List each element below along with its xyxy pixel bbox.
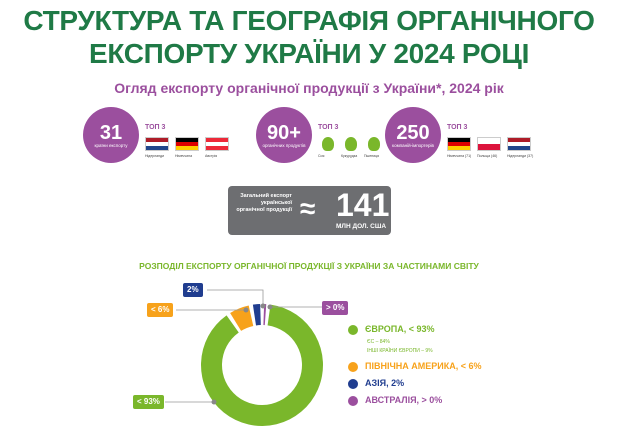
leader-dot <box>260 303 266 309</box>
legend-dot <box>348 378 358 389</box>
leader-dot <box>267 304 273 310</box>
top3-item-label: Кукурудза <box>341 154 358 158</box>
stat-circle: 90+ органічних продуктів <box>256 107 312 163</box>
legend-north-america: ПІВНІЧНА АМЕРИКА, < 6% <box>348 361 482 372</box>
top3-label: ТОП 3 <box>447 124 468 131</box>
donut-chart <box>165 289 323 426</box>
page-subtitle: Огляд експорту органічної продукції з Ук… <box>114 80 504 96</box>
leader-line <box>207 289 264 306</box>
flag-poland-icon <box>477 137 501 151</box>
legend-asia: АЗІЯ, 2% <box>348 378 404 389</box>
flag-germany-icon <box>175 137 199 151</box>
leaf-icon <box>345 137 357 151</box>
stat-circle: 250 компаній-імпортерів <box>385 107 441 163</box>
top3-item-label: Австрія <box>205 154 218 158</box>
legend-dot <box>348 395 358 406</box>
legend-label: АВСТРАЛІЯ, > 0% <box>365 395 443 405</box>
flag-netherlands-icon <box>507 137 531 151</box>
legend-label: ПІВНІЧНА АМЕРИКА, < 6% <box>365 361 482 371</box>
top3-label: ТОП 3 <box>145 124 166 131</box>
top3-item-label: Соя <box>318 154 325 158</box>
legend-other-europe: ІНШІ КРАЇНИ ЄВРОПИ – 9% <box>367 348 433 354</box>
chart-title: РОЗПОДІЛ ЕКСПОРТУ ОРГАНІЧНОЇ ПРОДУКЦІЇ З… <box>139 261 479 271</box>
legend-europe: ЄВРОПА, < 93% <box>348 324 435 335</box>
leader-dot <box>243 307 249 313</box>
leaf-icon <box>368 137 380 151</box>
stat-label: органічних продуктів <box>262 142 306 148</box>
segment-europe <box>200 304 323 426</box>
legend-dot <box>348 361 358 372</box>
top3-item-label: Німеччина <box>175 154 193 158</box>
stat-circle: 31 країни експорту <box>83 107 139 163</box>
flag-netherlands-icon <box>145 137 169 151</box>
label-asia: 2% <box>183 283 203 297</box>
label-australia: > 0% <box>322 301 349 315</box>
flag-germany-icon <box>447 137 471 151</box>
leaf-icon <box>322 137 334 151</box>
label-europe: < 93% <box>133 395 164 409</box>
page-title-line1: СТРУКТУРА ТА ГЕОГРАФІЯ ОРГАНІЧНОГО <box>23 5 595 36</box>
leader-dot <box>211 399 217 405</box>
segment-asia <box>252 304 261 326</box>
top3-item-label: Нідерланди (37) <box>507 154 534 158</box>
total-export-box: Загальний експорт української органічної… <box>228 186 391 235</box>
total-label: Загальний експорт української органічної… <box>236 193 292 213</box>
stat-value: 90+ <box>267 121 301 144</box>
top3-item-label: Пшениця <box>364 154 380 158</box>
legend-dot <box>348 324 358 335</box>
stat-value: 31 <box>99 121 123 144</box>
page-title-line2: ЕКСПОРТУ УКРАЇНИ У 2024 РОЦІ <box>88 38 530 69</box>
segment-australia <box>263 304 267 326</box>
legend-eu: ЄС – 84% <box>367 339 390 345</box>
approx-sign: ≈ <box>300 193 316 224</box>
legend-label: ЄВРОПА, < 93% <box>365 324 435 334</box>
legend-australia: АВСТРАЛІЯ, > 0% <box>348 395 442 406</box>
total-value: 141 <box>336 187 390 223</box>
top3-item-label: Нідерланди <box>145 154 165 158</box>
stat-label: компаній-імпортерів <box>392 142 434 148</box>
label-north-america: < 6% <box>147 303 174 317</box>
stat-label: країни експорту <box>94 142 128 148</box>
stat-value: 250 <box>396 121 430 144</box>
top3-label: ТОП 3 <box>318 124 339 131</box>
total-unit: МЛН ДОЛ. США <box>336 223 387 230</box>
legend-label: АЗІЯ, 2% <box>365 378 405 388</box>
top3-item-label: Німеччина (71) <box>447 154 472 158</box>
top3-item-label: Польща (46) <box>477 154 498 158</box>
flag-austria-icon <box>205 137 229 151</box>
